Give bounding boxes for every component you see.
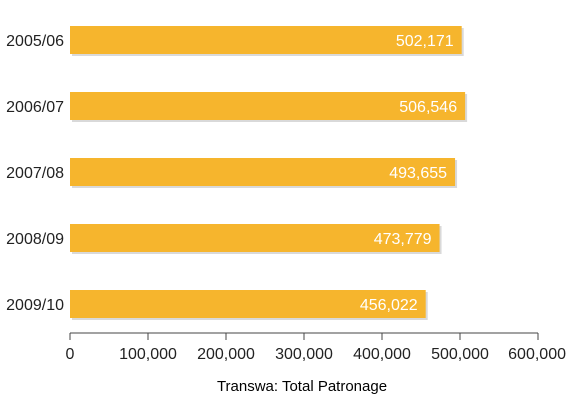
x-axis-tick-label: 200,000 xyxy=(197,346,255,363)
bar-value-label: 506,546 xyxy=(399,99,457,116)
x-axis: 0 100,000 200,000 300,000 400,000 500,000 600,… xyxy=(66,332,566,363)
category-label: 2009/10 xyxy=(6,297,64,314)
bar-value-label: 473,779 xyxy=(374,231,432,248)
bar xyxy=(70,224,440,252)
category-label: 2007/08 xyxy=(6,165,64,182)
bar-value-label: 493,655 xyxy=(389,165,447,182)
bar-value-label: 456,022 xyxy=(360,297,418,314)
x-axis-tick-label: 300,000 xyxy=(275,346,333,363)
bar-value-label: 502,171 xyxy=(396,33,454,50)
x-axis-tick-label: 500,000 xyxy=(431,346,489,363)
x-axis-title: Transwa: Total Patronage xyxy=(217,378,387,395)
x-axis-tick-label: 400,000 xyxy=(353,346,411,363)
category-label: 2008/09 xyxy=(6,231,64,248)
category-label: 2006/07 xyxy=(6,99,64,116)
category-label: 2005/06 xyxy=(6,33,64,50)
bar xyxy=(70,290,426,318)
bars-layer xyxy=(70,26,468,320)
bar xyxy=(70,158,456,186)
x-axis-tick-label: 0 xyxy=(66,346,75,363)
x-axis-tick-label: 600,000 xyxy=(508,346,566,363)
x-axis-tick-label: 100,000 xyxy=(119,346,177,363)
bar xyxy=(70,92,466,120)
category-labels-layer: 2005/06 2006/07 2007/08 2008/09 2009/10 xyxy=(6,33,64,314)
bar-labels-layer: 502,171 506,546 493,655 473,779 456,022 xyxy=(360,33,457,314)
bar xyxy=(70,26,462,54)
